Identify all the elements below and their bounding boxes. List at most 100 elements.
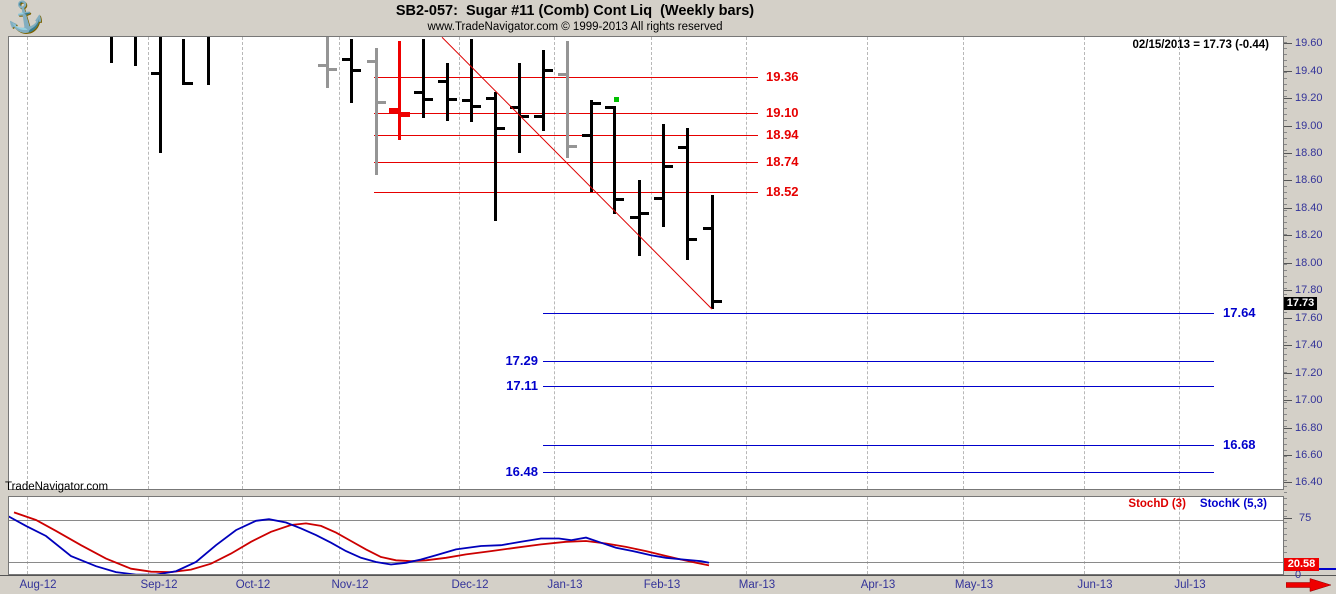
ohlc-open-tick: [367, 59, 375, 63]
month-label: Dec-12: [451, 579, 489, 591]
ohlc-bar: [711, 195, 714, 310]
price-axis-label: 18.00: [1295, 257, 1323, 269]
price-axis-label: 18.80: [1295, 147, 1323, 159]
price-axis-label: 16.60: [1295, 449, 1323, 461]
price-axis-tick: [1284, 235, 1292, 236]
month-label: Feb-13: [643, 579, 681, 591]
support-label: 16.48: [505, 464, 538, 479]
resistance-label: 18.52: [766, 184, 799, 199]
price-axis-label: 19.00: [1295, 120, 1323, 132]
ohlc-bar: [110, 37, 113, 64]
ohlc-bar: [542, 49, 545, 131]
ohlc-open-tick: [654, 196, 662, 200]
month-gridline: [963, 37, 964, 489]
price-axis-tick: [1284, 373, 1292, 374]
ohlc-close-tick: [497, 126, 505, 130]
ohlc-open-tick: [462, 99, 470, 103]
stochd-value-badge: 20.58: [1284, 558, 1319, 571]
month-label: Sep-12: [140, 579, 178, 591]
ohlc-bar: [207, 37, 210, 86]
support-line: [543, 472, 1214, 473]
month-label: Jul-13: [1174, 579, 1206, 591]
month-gridline: [746, 497, 747, 574]
price-axis-label: 17.40: [1295, 339, 1323, 351]
ohlc-close-tick: [185, 81, 193, 85]
time-axis[interactable]: Aug-12 Sep-12 Oct-12 Nov-12 Dec-12 Jan-13 Feb-…: [0, 575, 1336, 594]
price-axis-label: 17.00: [1295, 394, 1323, 406]
month-gridline: [963, 497, 964, 574]
ohlc-close-tick: [378, 100, 386, 104]
ohlc-open-tick: [486, 96, 494, 100]
chart-title: SB2-057: Sugar #11 (Comb) Cont Liq (Week…: [395, 3, 755, 19]
stoch-zero-label: 0: [1295, 569, 1302, 581]
scroll-right-arrow-button[interactable]: [1286, 578, 1332, 592]
stochd-legend-label: StochD (3): [1128, 498, 1186, 510]
ohlc-open-tick: [558, 73, 566, 77]
ohlc-bar: [494, 92, 497, 222]
price-axis-tick: [1284, 345, 1292, 346]
ohlc-bar: [566, 41, 569, 159]
price-axis-label: 16.80: [1295, 422, 1323, 434]
ohlc-bar: [590, 100, 593, 193]
price-axis-label: 17.60: [1295, 312, 1323, 324]
last-price-badge: 17.73: [1284, 297, 1317, 310]
ohlc-bar: [350, 38, 353, 104]
price-axis-label: 19.20: [1295, 92, 1323, 104]
price-axis-tick: [1284, 318, 1292, 319]
ohlc-close-tick: [449, 98, 457, 102]
month-gridline: [1084, 497, 1085, 574]
price-axis-tick: [1284, 208, 1292, 209]
price-axis[interactable]: 17.73 75 20.58 0 19.60 19.40 19.20 19.00 18.…: [1284, 36, 1336, 581]
month-label: Aug-12: [19, 579, 57, 591]
price-axis-tick: [1284, 180, 1292, 181]
trendline: [441, 37, 713, 310]
month-gridline: [242, 37, 243, 489]
ohlc-close-tick: [569, 144, 577, 148]
ohlc-close-tick: [425, 98, 433, 102]
resistance-line: [374, 192, 758, 193]
support-line: [543, 445, 1214, 446]
ohlc-open-tick: [534, 114, 542, 118]
price-axis-tick: [1284, 98, 1292, 99]
support-line: [543, 386, 1214, 387]
month-gridline: [867, 37, 868, 489]
resistance-line: [374, 162, 758, 163]
ohlc-close-tick: [329, 67, 337, 71]
ohlc-close-tick: [616, 198, 624, 202]
ohlc-bar: [182, 38, 185, 86]
month-gridline: [1179, 497, 1180, 574]
ohlc-bar: [326, 37, 329, 89]
stochk-line: [9, 515, 710, 574]
resistance-label: 19.10: [766, 105, 799, 120]
ohlc-close-tick: [593, 102, 601, 106]
resistance-label: 18.94: [766, 127, 799, 142]
price-axis-label: 18.60: [1295, 174, 1323, 186]
ohlc-open-tick: [389, 108, 398, 114]
ohlc-open-tick: [414, 91, 422, 95]
stoch-75-tick: [1284, 518, 1292, 519]
month-gridline: [651, 37, 652, 489]
ohlc-open-tick: [510, 106, 518, 110]
ohlc-close-tick: [353, 69, 361, 73]
ohlc-close-tick: [473, 104, 481, 108]
ohlc-close-tick: [401, 112, 410, 118]
ohlc-close-tick: [521, 114, 529, 118]
ohlc-close-tick: [689, 238, 697, 242]
ohlc-open-tick: [605, 106, 613, 110]
ohlc-open-tick: [582, 133, 590, 137]
stochd-line: [13, 511, 710, 574]
last-quote-readout: 02/15/2013 = 17.73 (-0.44): [1132, 39, 1269, 51]
resistance-label: 19.36: [766, 69, 799, 84]
month-label: May-13: [954, 579, 994, 591]
price-axis-label: 18.20: [1295, 229, 1323, 241]
month-gridline: [148, 37, 149, 489]
support-label: 17.29: [505, 353, 538, 368]
stoch-75-label: 75: [1299, 512, 1312, 524]
stochk-legend-label: StochK (5,3): [1199, 498, 1267, 510]
price-pane[interactable]: 02/15/2013 = 17.73 (-0.44) 19.36 19.10 18.…: [8, 36, 1284, 490]
month-label: Nov-12: [331, 579, 369, 591]
stochastic-pane[interactable]: StochD (3) StochK (5,3): [8, 496, 1284, 575]
ohlc-bar: [422, 38, 425, 119]
stoch-gridline: [9, 520, 1283, 521]
ohlc-open-tick: [438, 80, 446, 84]
